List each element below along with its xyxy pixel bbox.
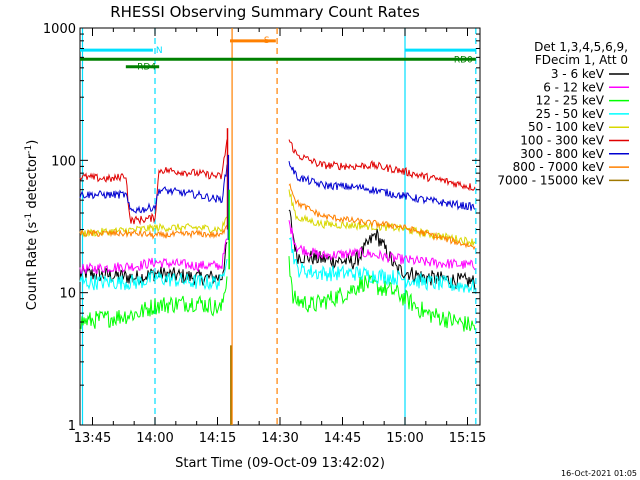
legend-label-5: 100 - 300 keV	[520, 134, 604, 148]
y-axis-label-main: Count Rate (s	[25, 222, 40, 311]
y-axis-label-mid: detector	[25, 153, 40, 213]
series-line-1-1	[288, 220, 476, 271]
legend-label-8: 7000 - 15000 keV	[497, 173, 604, 187]
flag-label-n: N	[156, 46, 163, 56]
series-line-5-1	[288, 139, 476, 191]
series-line-5-0	[79, 139, 228, 226]
legend-label-2: 12 - 25 keV	[536, 94, 605, 108]
axes: 13:45 14:00 14:15 14:30 14:45 15:00 15:15 1 10 10…	[43, 22, 486, 446]
y-tick-label-1: 10	[59, 287, 76, 302]
plot-frame	[79, 27, 481, 426]
x-tick-label-6: 15:15	[449, 431, 486, 446]
x-tick-label-5: 15:00	[386, 431, 423, 446]
plot-area	[79, 27, 481, 426]
y-axis-label-sup1: -1	[24, 213, 34, 222]
generated-timestamp: 16-Oct-2021 01:05	[561, 469, 637, 478]
legend-label-0: 3 - 6 keV	[551, 67, 605, 81]
legend-label-6: 300 - 800 keV	[520, 147, 604, 161]
series-line-0-0	[79, 242, 228, 286]
series-line-3-0	[79, 259, 228, 291]
y-tick-label-0: 1	[68, 419, 76, 434]
flag-label-rd4: RD4	[137, 63, 156, 73]
y-tick-label-3: 1000	[43, 22, 76, 37]
x-axis-label: Start Time (09-Oct-09 13:42:02)	[175, 456, 385, 471]
x-tick-label-2: 14:15	[199, 431, 236, 446]
series-line-1-0	[79, 238, 228, 274]
series-line-4-1	[288, 189, 476, 248]
series-line-7-0	[79, 224, 228, 240]
x-tick-label-1: 14:00	[136, 431, 173, 446]
legend-label-4: 50 - 100 keV	[528, 120, 605, 134]
x-tick-label-4: 14:45	[324, 431, 361, 446]
series-line-6-1	[288, 160, 476, 211]
series-line-3-1	[288, 237, 476, 294]
flag-label-rd0: RD0	[454, 55, 473, 65]
flag-label-s: S	[264, 36, 270, 46]
legend: Det 1,3,4,5,6,9,FDecim 1, Att 03 - 6 keV…	[497, 40, 629, 187]
vertical-markers	[81, 28, 477, 425]
legend-header-1: FDecim 1, Att 0	[535, 53, 628, 67]
y-axis-label-end: )	[25, 140, 40, 145]
series-line-6-0	[79, 164, 228, 214]
legend-label-1: 6 - 12 keV	[543, 80, 605, 94]
series-line-4-0	[79, 216, 228, 238]
series-group	[79, 128, 476, 425]
flag-bars: N RD0 RD4 S	[80, 36, 476, 73]
legend-label-7: 800 - 7000 keV	[513, 160, 605, 174]
legend-label-3: 25 - 50 keV	[536, 107, 605, 121]
y-tick-label-2: 100	[51, 154, 76, 169]
x-tick-label-0: 13:45	[74, 431, 111, 446]
y-axis-label-sup2: -1	[24, 145, 34, 154]
legend-header-0: Det 1,3,4,5,6,9,	[534, 40, 628, 54]
series-line-7-1	[288, 183, 476, 251]
series-line-2-0	[79, 276, 228, 331]
series-line-2-1	[288, 256, 476, 332]
x-tick-label-3: 14:30	[261, 431, 298, 446]
y-axis-label: Count Rate (s-1 detector-1)	[24, 140, 40, 311]
chart-title: RHESSI Observing Summary Count Rates	[110, 3, 420, 21]
